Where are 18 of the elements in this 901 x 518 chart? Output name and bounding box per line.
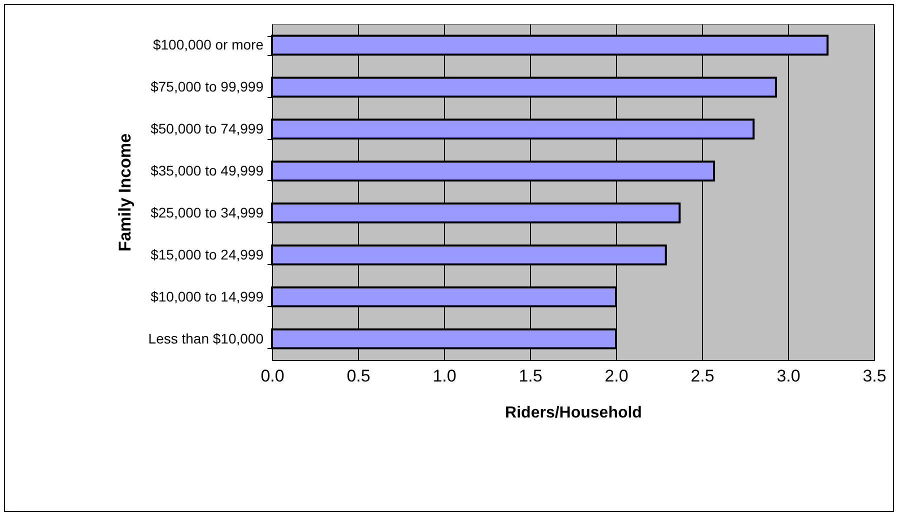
x-tick-label: 2.0 (604, 366, 628, 386)
y-tick-label: $25,000 to 34,999 (150, 204, 264, 220)
x-tick-label: 3.5 (862, 366, 886, 386)
y-tick-label: $10,000 to 14,999 (150, 288, 264, 304)
x-tick-label: 1.0 (432, 366, 456, 386)
y-tick-label: $75,000 to 99,999 (150, 78, 264, 95)
y-tick-label: $35,000 to 49,999 (150, 162, 264, 179)
y-tick-label: $50,000 to 74,999 (150, 120, 264, 137)
x-axis-title: Riders/Household (505, 404, 642, 422)
y-axis-title: Family Income (115, 133, 134, 252)
x-tick-label: 2.5 (690, 366, 714, 386)
y-tick-label: $15,000 to 24,999 (150, 246, 264, 262)
x-tick-label: 0.5 (346, 366, 370, 386)
y-tick-label: $100,000 or more (152, 36, 264, 53)
x-tick-label: 1.5 (518, 366, 542, 386)
y-tick-label: Less than $10,000 (148, 330, 264, 346)
x-tick-label: 3.0 (776, 366, 800, 386)
x-tick-label: 0.0 (260, 366, 284, 386)
